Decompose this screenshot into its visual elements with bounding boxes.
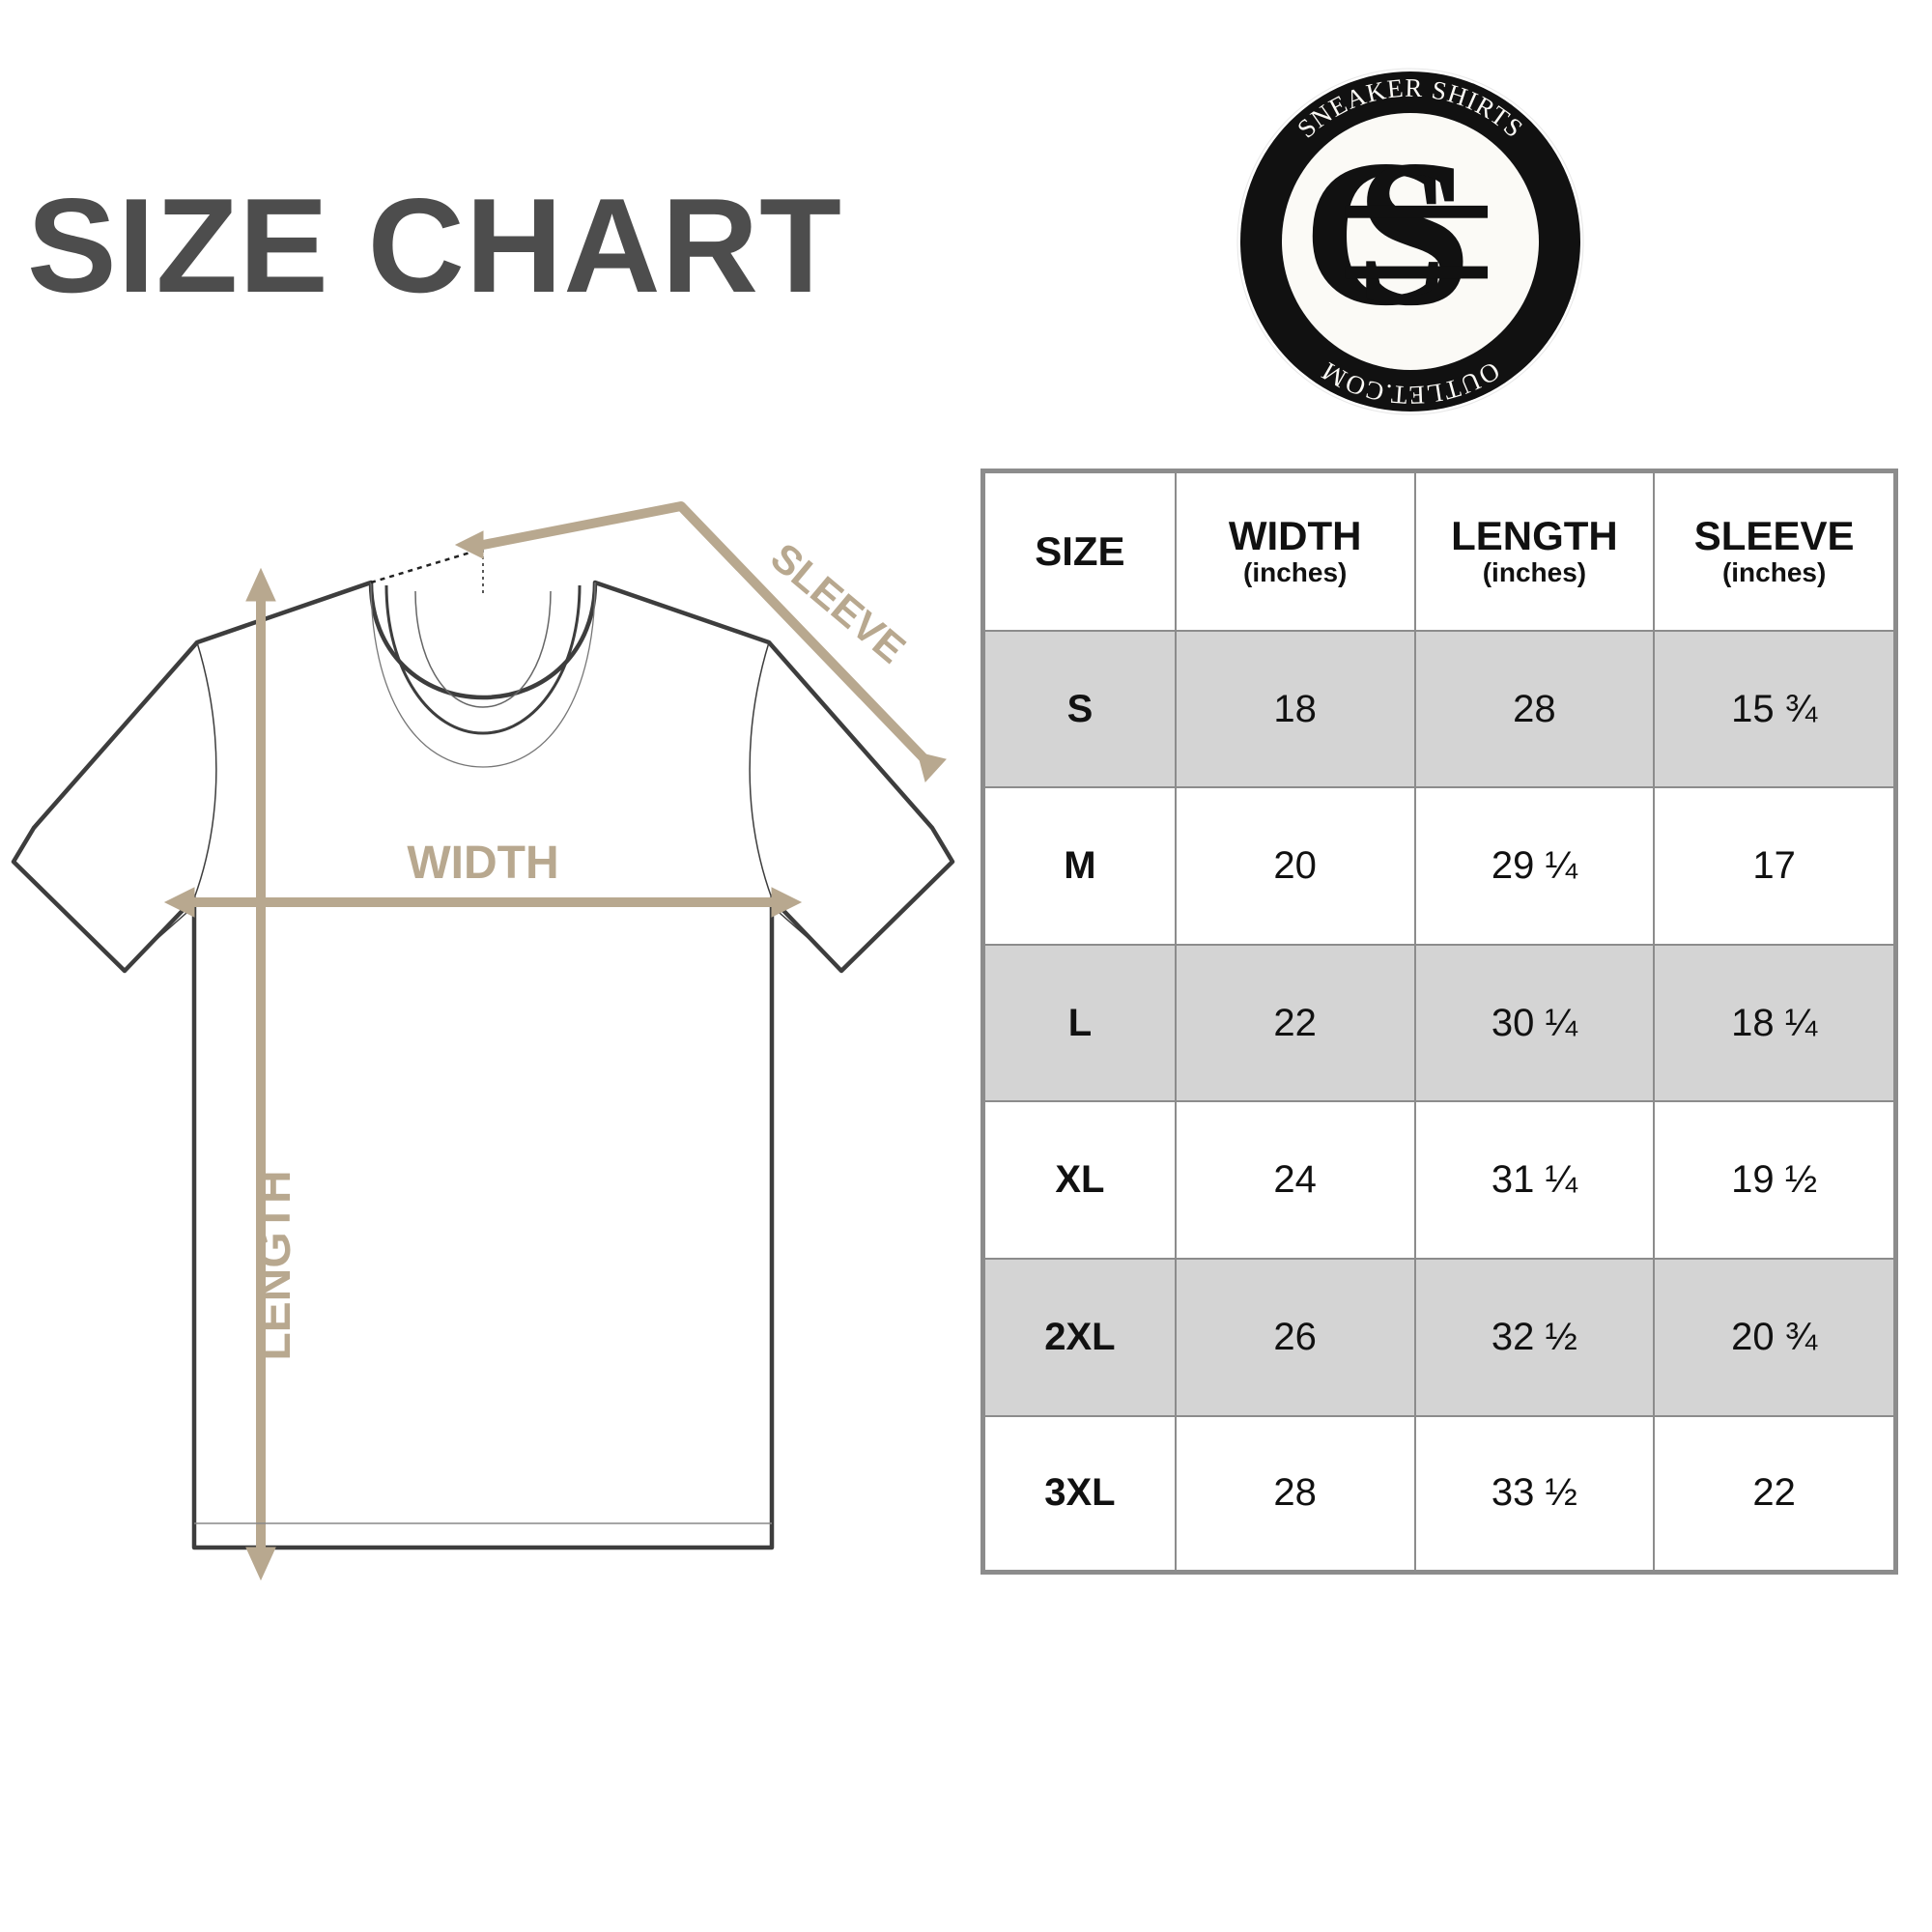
svg-text:LENGTH: LENGTH bbox=[249, 1170, 300, 1360]
svg-text:S: S bbox=[1355, 117, 1472, 350]
svg-text:SLEEVE: SLEEVE bbox=[762, 534, 914, 672]
svg-text:WIDTH: WIDTH bbox=[407, 838, 558, 889]
